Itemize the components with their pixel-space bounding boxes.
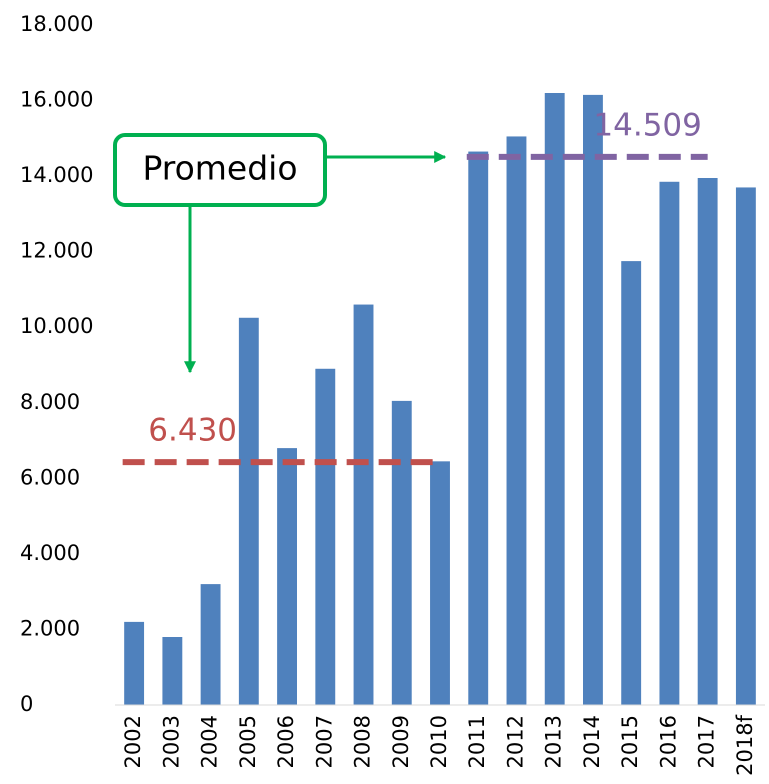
bar xyxy=(315,368,336,705)
bar xyxy=(430,461,450,705)
x-tick-label: 2005 xyxy=(236,715,260,768)
bar xyxy=(735,187,756,705)
x-tick-label: 2012 xyxy=(503,715,527,768)
y-tick-label: 2.000 xyxy=(20,616,80,640)
x-tick-label: 2008 xyxy=(351,715,375,768)
bar xyxy=(238,317,259,705)
x-tick-label: 2015 xyxy=(618,715,642,768)
x-tick-label: 2016 xyxy=(656,715,680,768)
x-tick-label: 2009 xyxy=(389,715,413,768)
bar xyxy=(506,136,527,705)
x-tick-label: 2010 xyxy=(427,715,451,768)
y-tick-label: 12.000 xyxy=(20,239,93,263)
bar xyxy=(162,637,183,705)
y-tick-label: 4.000 xyxy=(20,541,80,565)
bar xyxy=(124,621,145,705)
bar xyxy=(468,151,489,706)
bar xyxy=(621,261,642,705)
bar xyxy=(277,448,297,705)
y-tick-label: 0 xyxy=(20,692,33,716)
x-tick-label: 2017 xyxy=(695,715,719,768)
annotation: Promedio xyxy=(142,149,297,188)
y-tick-label: 10.000 xyxy=(20,314,93,338)
y-tick-label: 16.000 xyxy=(20,88,93,112)
x-tick-label: 2006 xyxy=(274,715,298,768)
bar xyxy=(544,93,565,705)
bar xyxy=(659,181,680,705)
average-label: 6.430 xyxy=(148,413,237,449)
bar xyxy=(353,304,374,705)
bar xyxy=(391,400,412,705)
bar xyxy=(200,584,221,705)
bar xyxy=(583,94,603,705)
x-tick-label: 2018f xyxy=(733,714,757,775)
y-tick-label: 8.000 xyxy=(20,390,80,414)
bar xyxy=(697,178,718,705)
x-tick-label: 2004 xyxy=(198,715,222,768)
x-tick-label: 2003 xyxy=(159,715,183,768)
y-tick-label: 6.000 xyxy=(20,465,80,489)
y-tick-label: 18.000 xyxy=(20,12,93,36)
x-tick-label: 2011 xyxy=(465,715,489,768)
x-tick-label: 2013 xyxy=(542,715,566,768)
average-label: 14.509 xyxy=(593,107,701,143)
x-tick-label: 2002 xyxy=(121,715,145,768)
x-tick-label: 2014 xyxy=(580,715,604,768)
x-tick-label: 2007 xyxy=(312,715,336,768)
annotation-box xyxy=(113,133,327,207)
y-tick-label: 14.000 xyxy=(20,163,93,187)
